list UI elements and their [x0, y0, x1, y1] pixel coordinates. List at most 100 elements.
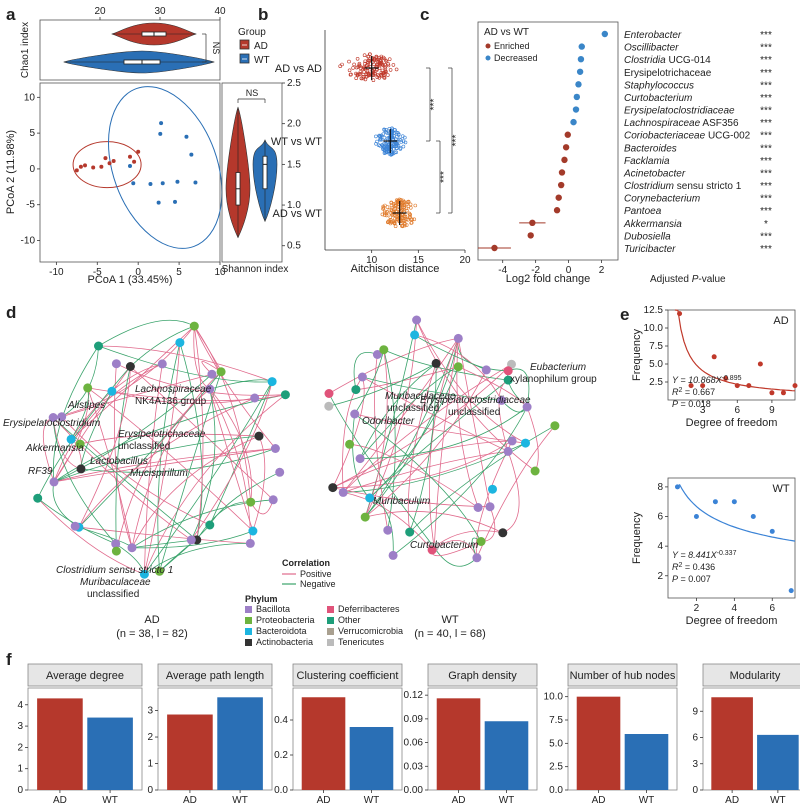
wt-network-node [324, 401, 334, 411]
f-ytick-label: 0 [692, 785, 698, 796]
e-r2: R2 = 0.436 [672, 562, 715, 573]
ad-network-node [155, 566, 164, 576]
b-swarm-point [390, 212, 395, 217]
phylum-label: Other [338, 615, 361, 625]
c-taxon-label: Pantoea [624, 206, 662, 217]
b-swarm-point [387, 57, 392, 62]
wt-network-edge [475, 440, 513, 558]
c-point [577, 55, 585, 63]
f-ytick-label: 0 [17, 785, 23, 796]
f-frame [157, 687, 273, 791]
correlation-label-positive: Positive [300, 569, 332, 579]
wt-network-edge [383, 349, 509, 381]
b-swarm-point [400, 134, 405, 138]
c-xtick-label: 0 [566, 265, 572, 276]
e-frame-wt [667, 477, 796, 599]
ad-network-label: Akkermansia [25, 443, 84, 454]
wt-network-edge [369, 497, 394, 556]
wt-network-node [481, 365, 491, 375]
pcoa-point-ad [91, 165, 96, 170]
shannon-axis-title: Shannon index [222, 264, 289, 275]
f-bar-wt [217, 697, 263, 790]
wt-network-label: Eubacterium [530, 362, 586, 373]
pcoa-point-wt [131, 181, 136, 186]
ad-network-edge [78, 366, 131, 528]
ad-network-node [157, 359, 167, 369]
wt-network-label: Erysipelatoclostridiaceae [420, 395, 531, 406]
b-swarm-point [403, 140, 408, 145]
pcoa-xtick-label: 0 [135, 267, 141, 278]
e-point [769, 390, 775, 396]
ad-network-node [111, 546, 121, 556]
wt-network-edge [369, 366, 459, 499]
wt-network-edge [353, 352, 378, 390]
wt-network-node [360, 512, 370, 522]
ad-network-edge [52, 481, 80, 528]
pcoa-point-ad [99, 164, 104, 169]
b-swarm-point [387, 218, 391, 223]
b-swarm-point [366, 54, 371, 59]
c-legend-swatch-decreased [485, 55, 491, 61]
ad-network-edge [144, 381, 273, 575]
b-swarm-point [409, 221, 414, 225]
b-swarm-point [354, 65, 359, 70]
b-group-label: AD vs WT [273, 208, 323, 220]
e-ytick-label: 5.0 [649, 359, 663, 370]
pcoa-ellipse-ad [72, 141, 142, 189]
c-side-title: Adjusted P-value [650, 274, 726, 285]
wt-network-edge [456, 338, 479, 508]
b-swarm-point [390, 206, 395, 210]
wt-network-node [350, 409, 360, 419]
ad-network-label: Alistipes [67, 400, 105, 411]
e-ytick-label: 7.5 [649, 341, 663, 352]
e-equation: Y = 8.441X-0.337 [672, 550, 737, 561]
wt-network-node [328, 483, 338, 493]
wt-network-node [485, 502, 495, 512]
ad-network-label: NK4A136 group [135, 396, 207, 407]
phylum-label: Verrucomicrobia [338, 626, 403, 636]
legend-label-ad: AD [254, 41, 268, 52]
f-ytick-label: 0.09 [404, 714, 424, 725]
c-sig-label: *** [760, 80, 772, 91]
phylum-swatch [327, 617, 334, 624]
wt-network-node [431, 358, 441, 368]
ad-network-edge [130, 366, 274, 501]
f-ytick-label: 4 [17, 700, 23, 711]
b-swarm-point [388, 68, 393, 72]
b-swarm-point [371, 78, 376, 82]
ad-network-node [280, 390, 290, 400]
chao1-ns-label: NS [211, 42, 221, 55]
wt-network-node [453, 333, 463, 343]
phylum-label: Bacteroidota [256, 626, 307, 636]
f-xtick-label: WT [499, 795, 515, 806]
b-swarm-point [347, 59, 351, 64]
shannon-tick-label: 1.5 [287, 159, 301, 170]
c-point [561, 156, 568, 164]
ad-network-edge [116, 363, 286, 396]
f-xtick-label: AD [53, 795, 67, 806]
b-swarm-point [340, 62, 344, 67]
e-point [792, 383, 798, 389]
wt-network-edge [416, 319, 526, 444]
c-sig-label: *** [760, 118, 772, 129]
c-legend-label-enriched: Enriched [494, 41, 530, 51]
ad-network-edge [37, 497, 116, 545]
b-xlabel: Aitchison distance [351, 263, 440, 275]
b-swarm-point [364, 63, 369, 68]
b-swarm-point [387, 220, 392, 224]
ad-network-edge [193, 325, 222, 373]
wt-network-edge [328, 363, 437, 407]
phylum-label: Tenericutes [338, 637, 385, 647]
e-point [688, 383, 694, 389]
ad-network-node [250, 393, 260, 403]
f-ytick-label: 0.12 [404, 690, 424, 701]
f-title-box [567, 663, 678, 687]
b-swarm-point [388, 215, 393, 220]
c-point [527, 232, 534, 239]
wt-network-node [473, 503, 483, 512]
pcoa-ytick-label: -5 [26, 200, 35, 211]
f-ytick-label: 2 [17, 742, 23, 753]
b-swarm-point [384, 213, 389, 218]
wt-network-edge [328, 393, 435, 548]
ad-network-label: unclassified [87, 589, 139, 600]
